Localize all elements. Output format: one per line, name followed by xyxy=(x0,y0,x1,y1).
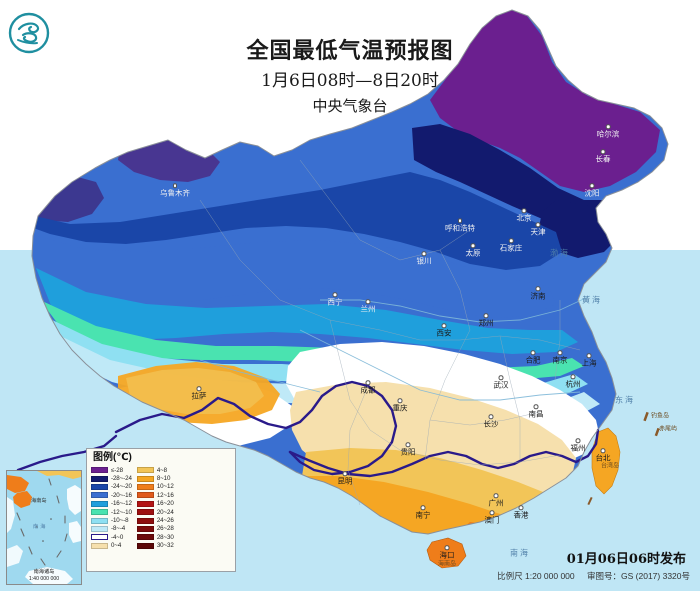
legend-row: -16~-12 xyxy=(91,500,132,508)
legend-row: -10~-8 xyxy=(91,516,132,524)
legend-row: 4~8 xyxy=(136,466,174,474)
legend-swatch xyxy=(91,467,108,474)
legend-label: 16~20 xyxy=(156,500,174,508)
legend-label: 8~10 xyxy=(156,475,171,483)
legend-row: 10~12 xyxy=(136,483,174,491)
legend-label: -20~-16 xyxy=(111,491,132,499)
legend-column-warm: 4~8 8~10 10~12 12~16 16~20 20~24 24~26 26~28 28~… xyxy=(136,466,174,550)
geo-label-1: 海南岛 xyxy=(437,561,457,568)
legend-label: 20~24 xyxy=(156,508,174,516)
legend-row: -20~-16 xyxy=(91,491,132,499)
legend-swatch xyxy=(91,509,108,516)
issue-time: 01月06日06时发布 xyxy=(566,552,686,567)
legend-row: 0~4 xyxy=(91,542,132,550)
cma-dragon-logo xyxy=(6,10,52,56)
legend-swatch xyxy=(136,525,154,532)
legend-label: 28~30 xyxy=(156,533,174,541)
legend-row: -12~-10 xyxy=(91,508,132,516)
legend-label: -4~0 xyxy=(111,533,124,541)
legend-row: ≤-28 xyxy=(91,466,132,474)
legend-swatch xyxy=(91,517,108,524)
title-block: 全国最低气温预报图 1月6日08时—8日20时 中央气象台 xyxy=(190,36,510,117)
legend-label: 0~4 xyxy=(111,542,122,550)
legend-row: 8~10 xyxy=(136,474,174,483)
inset-hainan-label: 海南岛 xyxy=(31,498,47,504)
legend-swatch xyxy=(136,475,154,482)
legend-row: 30~32 xyxy=(136,542,174,550)
legend-swatch xyxy=(136,467,154,474)
zero-isotherm-tibet xyxy=(16,434,118,472)
legend-label: ≤-28 xyxy=(111,466,123,474)
map-approval-number: 审图号：GS (2017) 3320号 xyxy=(587,571,690,581)
geo-label-4: 南海 xyxy=(510,548,530,558)
legend-column-cold: ≤-28 -28~-24 -24~-20 -20~-16 -16~-12 -12~-10-… xyxy=(91,466,132,550)
map-scale-label: 比例尺 1:20 000 000 xyxy=(497,571,575,581)
zero-isotherm-south xyxy=(288,428,600,478)
legend-swatch xyxy=(136,517,154,524)
legend-panel: 图例(℃) ≤-28 -28~-24 -24~-20 -20~-16 -16~-12 -1… xyxy=(86,448,236,572)
legend-row: 20~24 xyxy=(136,508,174,516)
legend-swatch xyxy=(91,542,108,549)
geo-label-6: 钓鱼岛 xyxy=(650,413,670,420)
legend-swatch xyxy=(136,492,154,499)
legend-swatch xyxy=(91,525,108,532)
legend-swatch xyxy=(91,483,108,490)
legend-label: -28~-24 xyxy=(111,475,132,483)
legend-label: -16~-12 xyxy=(111,500,132,508)
geo-label-5: 渤海 xyxy=(550,248,570,258)
geo-label-0: 台湾岛 xyxy=(600,463,620,470)
legend-label: 24~26 xyxy=(156,517,174,525)
island-markers xyxy=(587,411,660,506)
hainan-island xyxy=(426,537,467,569)
national-border xyxy=(31,9,669,535)
legend-label: -8~-4 xyxy=(111,525,126,533)
south-china-sea-inset: 海南岛 南海 南海诸岛 1:40 000 000 xyxy=(6,470,82,585)
legend-label: -12~-10 xyxy=(111,508,132,516)
legend-swatch xyxy=(91,534,108,541)
legend-label: 4~8 xyxy=(156,466,168,474)
footer-meta: 比例尺 1:20 000 000 审图号：GS (2017) 3320号 xyxy=(487,570,690,582)
inset-scale-label: 1:40 000 000 xyxy=(28,576,60,582)
legend-swatch xyxy=(91,500,108,507)
legend-row: 28~30 xyxy=(136,533,174,541)
legend-swatch xyxy=(136,483,154,490)
legend-swatch xyxy=(91,475,108,482)
legend-label: -24~-20 xyxy=(111,483,132,491)
legend-title: 图例(℃) xyxy=(93,452,132,463)
issuing-agency: 中央气象台 xyxy=(312,97,388,115)
legend-swatch xyxy=(91,492,108,499)
legend-swatch xyxy=(136,509,154,516)
taiwan-island xyxy=(591,427,621,495)
legend-label: 30~32 xyxy=(156,542,174,550)
legend-row: 16~20 xyxy=(136,500,174,508)
legend-label: -10~-8 xyxy=(111,517,129,525)
legend-row: -4~0 xyxy=(91,533,132,541)
legend-label: 12~16 xyxy=(156,491,174,499)
legend-row: 12~16 xyxy=(136,491,174,499)
legend-row: 24~26 xyxy=(136,516,174,525)
zero-isotherm-west xyxy=(114,380,398,476)
legend-swatch xyxy=(136,542,154,549)
legend-label: 10~12 xyxy=(156,483,174,491)
legend-swatch xyxy=(136,534,154,541)
forecast-period: 1月6日08时—8日20时 xyxy=(261,71,439,91)
legend-row: 26~28 xyxy=(136,525,174,533)
geo-label-3: 东海 xyxy=(615,395,635,405)
geo-label-2: 黄海 xyxy=(582,295,602,305)
province-boundaries xyxy=(199,159,581,506)
geo-label-7: 赤尾屿 xyxy=(658,426,678,433)
inset-sea-label: 南海 xyxy=(33,524,48,530)
legend-row: -24~-20 xyxy=(91,483,132,491)
legend-swatch xyxy=(136,500,154,507)
legend-row: -8~-4 xyxy=(91,525,132,533)
page-title: 全国最低气温预报图 xyxy=(246,38,454,64)
inset-name-label: 南海诸岛 xyxy=(33,569,55,575)
legend-label: 26~28 xyxy=(156,525,174,533)
legend-row: -28~-24 xyxy=(91,474,132,482)
